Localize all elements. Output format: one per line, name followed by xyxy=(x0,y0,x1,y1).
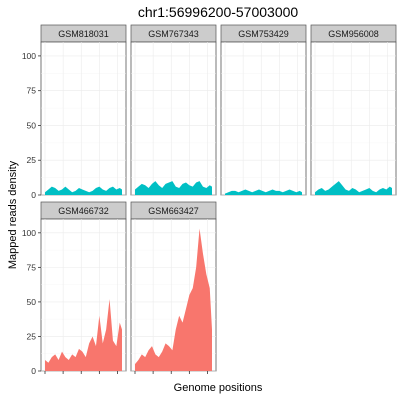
density-area-series xyxy=(315,181,392,195)
facet-panel: GSM663427 xyxy=(130,201,217,374)
facet-panels: GSM818031 0 25 50 75 100 GSM767343 GSM753429 GSM… xyxy=(22,24,397,376)
facet-panel: GSM818031 0 25 50 75 100 xyxy=(22,24,127,200)
y-tick-label: 50 xyxy=(27,120,37,130)
facet-panel: GSM466732 0 25 50 75 100 xyxy=(22,201,127,376)
facet-panel: GSM753429 xyxy=(220,24,307,196)
y-tick-label: 0 xyxy=(31,190,36,200)
density-area-series xyxy=(135,181,212,195)
y-tick-label: 75 xyxy=(27,86,37,96)
density-area-series xyxy=(225,189,302,195)
panel-background xyxy=(220,41,307,196)
y-tick-label: 0 xyxy=(31,366,36,376)
facet-strip-label: GSM663427 xyxy=(148,206,199,216)
facet-panel: GSM767343 xyxy=(130,24,217,196)
y-tick-label: 25 xyxy=(27,331,37,341)
panel-background xyxy=(40,41,127,196)
panel-background xyxy=(130,41,217,196)
facet-strip-label: GSM956008 xyxy=(328,29,379,39)
chart-title: chr1:56996200-57003000 xyxy=(138,4,299,20)
density-area-series xyxy=(135,228,212,371)
y-axis-title: Mapped reads density xyxy=(7,160,19,269)
density-area-series xyxy=(45,186,122,195)
y-tick-label: 50 xyxy=(27,297,37,307)
facet-strip-label: GSM753429 xyxy=(238,29,289,39)
panel-background xyxy=(310,41,397,196)
y-tick-label: 100 xyxy=(22,228,36,238)
facet-panel: GSM956008 xyxy=(310,24,397,196)
y-tick-label: 100 xyxy=(22,51,36,61)
y-tick-label: 75 xyxy=(27,262,37,272)
density-area-series xyxy=(45,299,122,371)
facet-strip-label: GSM767343 xyxy=(148,29,199,39)
y-tick-label: 25 xyxy=(27,155,37,165)
facet-strip-label: GSM466732 xyxy=(58,206,109,216)
x-axis-title: Genome positions xyxy=(174,382,263,394)
facet-strip-label: GSM818031 xyxy=(58,29,109,39)
